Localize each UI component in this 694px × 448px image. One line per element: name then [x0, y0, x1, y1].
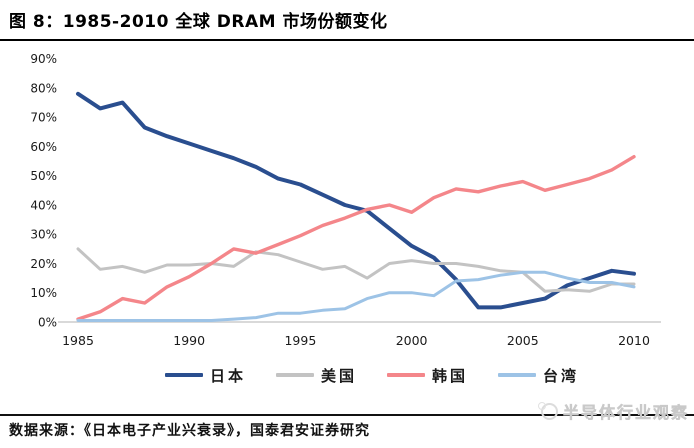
y-axis-label: 50% — [30, 169, 57, 183]
legend-swatch-taiwan — [498, 373, 537, 377]
x-axis-label: 2005 — [507, 333, 539, 348]
data-source-note: 数据来源：《日本电子产业兴衰录》，国泰君安证券研究 — [9, 423, 370, 439]
watermark-logo-icon — [537, 401, 558, 420]
y-axis-label: 40% — [30, 198, 57, 212]
x-axis-label: 2010 — [618, 333, 650, 348]
y-axis-label: 30% — [30, 228, 57, 242]
x-axis-label: 1990 — [173, 333, 205, 348]
legend-item-taiwan: 台湾 — [498, 365, 579, 386]
series-line-japan — [76, 91, 636, 310]
legend-label-korea: 韩国 — [432, 366, 469, 385]
series-line-korea — [76, 154, 636, 321]
figure-title: 图 8：1985-2010 全球 DRAM 市场份额变化 — [9, 12, 388, 32]
legend-swatch-korea — [387, 373, 425, 377]
watermark: 半导体行业观察 — [537, 399, 689, 423]
legend-item-korea: 韩国 — [387, 365, 468, 386]
y-axis-label: 60% — [30, 140, 57, 154]
footer-divider — [0, 414, 694, 416]
y-axis-label: 0% — [38, 316, 57, 330]
x-axis-label: 1985 — [62, 333, 94, 348]
x-axis-label: 1995 — [284, 333, 316, 348]
y-axis-label: 70% — [30, 111, 57, 125]
legend-swatch-japan — [164, 373, 203, 377]
series-line-usa — [76, 247, 636, 293]
figure-title-bar: 图 8：1985-2010 全球 DRAM 市场份额变化 — [0, 0, 694, 41]
chart-legend: 日本 美国 韩国 台湾 — [50, 362, 694, 388]
y-axis-label: 10% — [30, 286, 57, 300]
legend-swatch-usa — [275, 373, 314, 377]
y-axis-label: 20% — [30, 257, 57, 271]
y-axis-label: 80% — [30, 81, 57, 95]
legend-item-usa: 美国 — [275, 365, 357, 386]
x-axis-label: 2000 — [396, 333, 428, 348]
line-chart: 0% 10% 20% 30% 40% 50% 60% 70% 80% 90% 1985 1990 199… — [30, 52, 661, 348]
y-axis-label: 90% — [30, 52, 57, 66]
chart-area: 0% 10% 20% 30% 40% 50% 60% 70% 80% 90% 1985 1990 199… — [0, 46, 694, 356]
legend-label-usa: 美国 — [320, 366, 357, 385]
watermark-label: 半导体行业观察 — [562, 403, 689, 423]
legend-label-japan: 日本 — [209, 366, 246, 385]
legend-item-japan: 日本 — [164, 365, 246, 386]
series-line-taiwan — [76, 270, 636, 322]
legend-label-taiwan: 台湾 — [543, 366, 580, 385]
